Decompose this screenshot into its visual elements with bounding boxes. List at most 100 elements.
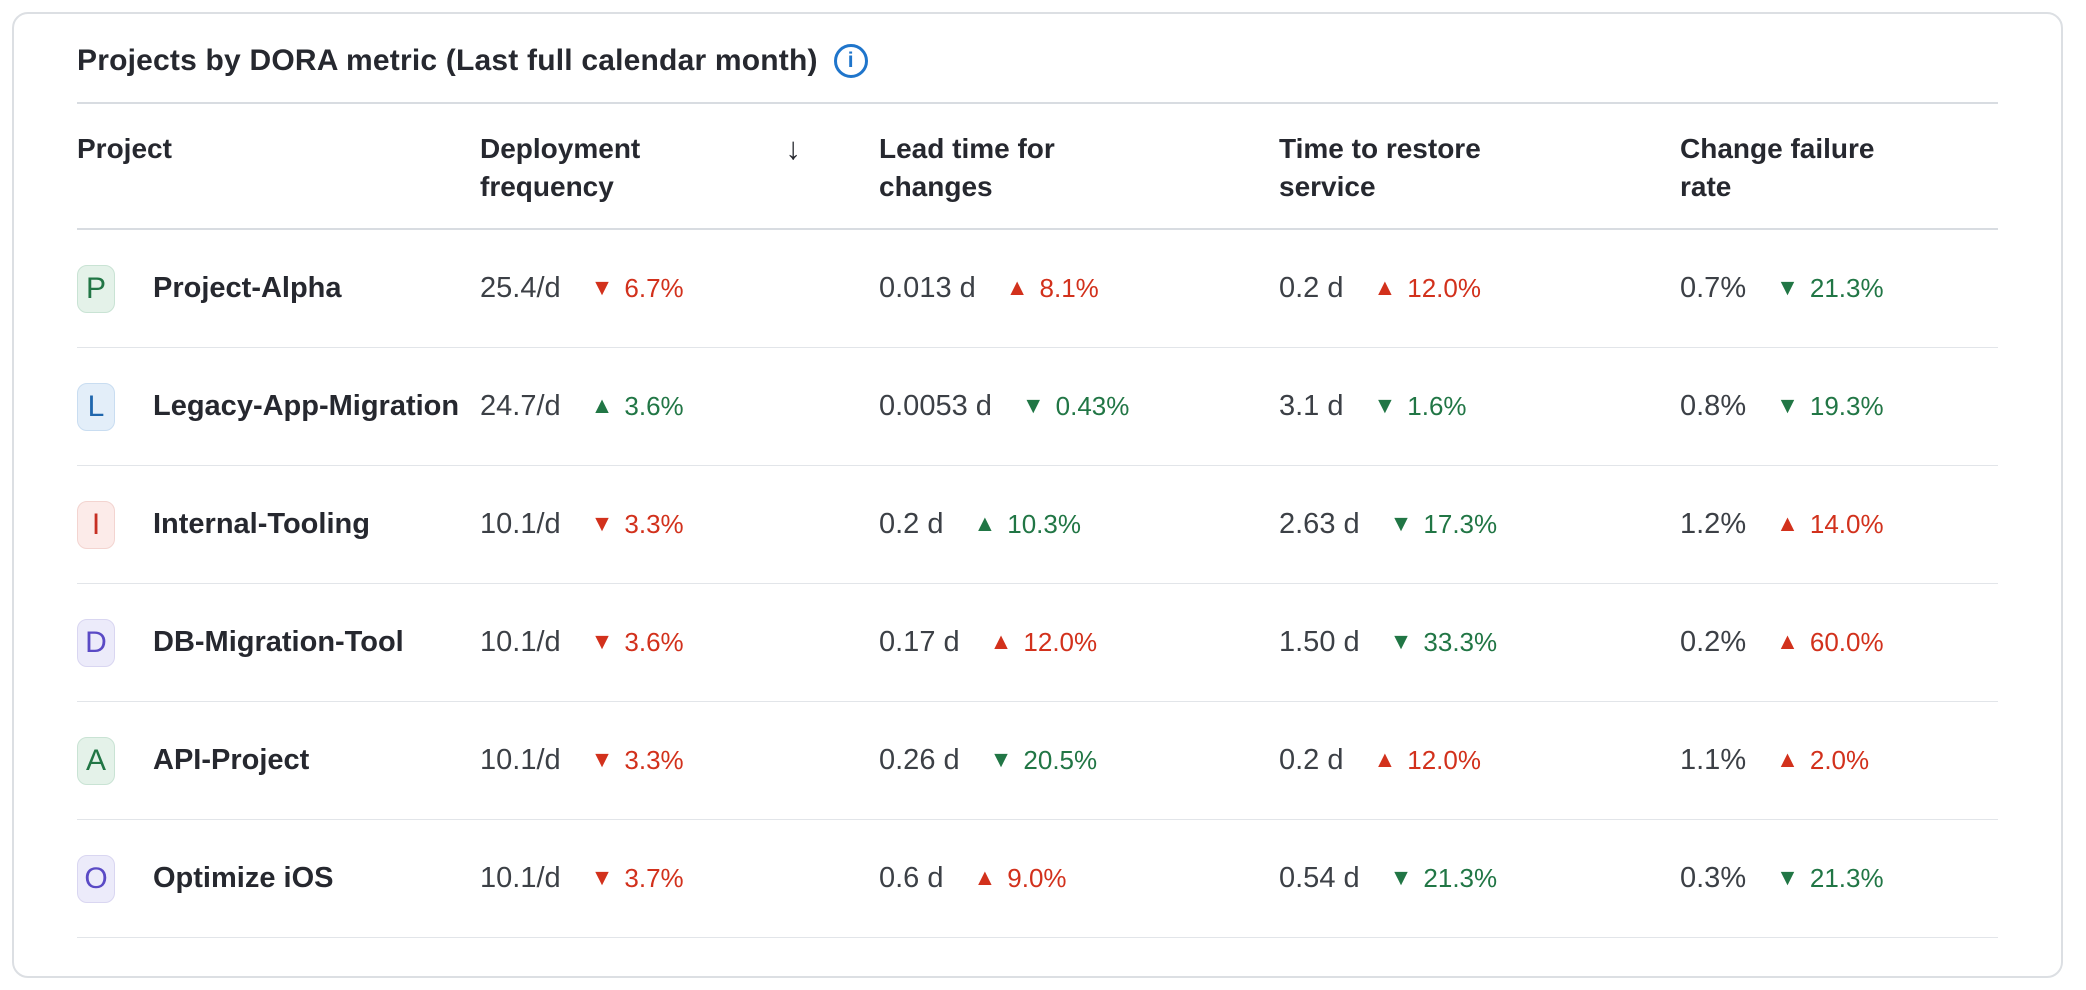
metric-delta: ▼ 6.7% <box>591 273 684 304</box>
metric-delta: ▼ 19.3% <box>1776 391 1884 422</box>
change-failure-rate-cell: 0.3% ▼ 21.3% <box>1680 862 1998 895</box>
delta-value: 21.3% <box>1423 863 1498 893</box>
delta-value: 3.3% <box>624 509 684 539</box>
delta-value: 8.1% <box>1039 273 1099 303</box>
metric-delta: ▲ 12.0% <box>990 627 1098 658</box>
time-to-restore-cell: 0.2 d ▲ 12.0% <box>1279 744 1680 777</box>
deployment-frequency-cell: 10.1/d ▼ 3.3% <box>480 508 879 541</box>
deployment-frequency-cell: 10.1/d ▼ 3.7% <box>480 862 879 895</box>
time-to-restore-cell: 2.63 d ▼ 17.3% <box>1279 508 1680 541</box>
trend-up-icon: ▲ <box>1005 274 1029 300</box>
metric-delta: ▲ 10.3% <box>974 509 1082 540</box>
project-cell: O Optimize iOS <box>77 854 480 903</box>
change-failure-rate-cell: 1.1% ▲ 2.0% <box>1680 744 1998 777</box>
project-cell: I Internal-Tooling <box>77 500 480 549</box>
info-icon[interactable]: i <box>833 44 868 78</box>
metric-value: 0.2 d <box>1279 744 1344 776</box>
metric-delta: ▼ 33.3% <box>1390 627 1498 658</box>
table-header-row: Project Deployment frequency ↓ Lead time… <box>77 102 1998 230</box>
time-to-restore-cell: 3.1 d ▼ 1.6% <box>1279 390 1680 423</box>
delta-value: 10.3% <box>1007 509 1081 539</box>
project-cell: L Legacy-App-Migration <box>77 382 480 431</box>
metric-value: 1.1% <box>1680 744 1747 776</box>
trend-down-icon: ▼ <box>1373 392 1397 418</box>
metric-value: 0.8% <box>1680 390 1747 422</box>
time-to-restore-cell: 1.50 d ▼ 33.3% <box>1279 626 1680 659</box>
project-link[interactable]: DB-Migration-Tool <box>153 626 404 658</box>
metric-delta: ▲ 2.0% <box>1776 745 1869 776</box>
metric-value: 10.1/d <box>480 744 561 776</box>
column-header-change-failure-rate[interactable]: Change failure rate <box>1680 130 1998 228</box>
metric-value: 2.63 d <box>1279 508 1360 540</box>
deployment-frequency-cell: 10.1/d ▼ 3.3% <box>480 744 879 777</box>
lead-time-cell: 0.0053 d ▼ 0.43% <box>879 390 1279 423</box>
trend-up-icon: ▲ <box>1373 746 1397 772</box>
metric-value: 0.013 d <box>879 272 976 304</box>
project-avatar: I <box>77 500 115 549</box>
column-header-label: Deployment frequency <box>480 133 641 202</box>
time-to-restore-cell: 0.2 d ▲ 12.0% <box>1279 272 1680 305</box>
trend-down-icon: ▼ <box>1389 864 1413 890</box>
project-link[interactable]: Internal-Tooling <box>153 508 370 540</box>
trend-down-icon: ▼ <box>989 746 1013 772</box>
delta-value: 60.0% <box>1809 627 1884 657</box>
column-header-time-to-restore[interactable]: Time to restore service <box>1279 130 1680 228</box>
trend-down-icon: ▼ <box>590 274 614 300</box>
delta-value: 21.3% <box>1809 863 1884 893</box>
trend-down-icon: ▼ <box>1776 864 1799 890</box>
metric-delta: ▼ 1.6% <box>1374 391 1467 422</box>
deployment-frequency-cell: 24.7/d ▲ 3.6% <box>480 390 879 423</box>
delta-value: 33.3% <box>1423 627 1498 657</box>
metric-value: 1.2% <box>1680 508 1747 540</box>
table-row: I Internal-Tooling 10.1/d ▼ 3.3% 0.2 d ▲ 1… <box>77 466 1998 584</box>
metric-value: 10.1/d <box>480 626 561 658</box>
project-cell: A API-Project <box>77 736 480 785</box>
metric-delta: ▼ 3.3% <box>591 509 684 540</box>
trend-down-icon: ▼ <box>590 864 614 890</box>
project-link[interactable]: Legacy-App-Migration <box>153 390 460 422</box>
deployment-frequency-cell: 25.4/d ▼ 6.7% <box>480 272 879 305</box>
table-footer <box>77 938 1998 974</box>
project-link[interactable]: API-Project <box>153 744 310 776</box>
metric-value: 0.3% <box>1680 862 1747 894</box>
metric-value: 10.1/d <box>480 508 561 540</box>
metric-value: 0.7% <box>1680 272 1747 304</box>
delta-value: 6.7% <box>624 273 684 303</box>
sort-descending-icon[interactable]: ↓ <box>785 131 802 166</box>
trend-down-icon: ▼ <box>1389 628 1413 654</box>
trend-down-icon: ▼ <box>1776 274 1799 300</box>
trend-up-icon: ▲ <box>1776 628 1799 654</box>
metric-delta: ▼ 3.3% <box>591 745 684 776</box>
card-title: Projects by DORA metric (Last full calen… <box>77 44 818 77</box>
metric-delta: ▲ 12.0% <box>1374 273 1482 304</box>
delta-value: 9.0% <box>1007 863 1067 893</box>
dora-metrics-card: Projects by DORA metric (Last full calen… <box>12 12 2063 978</box>
project-cell: P Project-Alpha <box>77 264 480 313</box>
metric-delta: ▼ 21.3% <box>1776 273 1884 304</box>
column-header-label: Project <box>77 133 172 164</box>
delta-value: 3.6% <box>624 391 684 421</box>
trend-up-icon: ▲ <box>973 510 997 536</box>
metric-value: 0.6 d <box>879 862 944 894</box>
metric-delta: ▲ 3.6% <box>591 391 684 422</box>
deployment-frequency-cell: 10.1/d ▼ 3.6% <box>480 626 879 659</box>
trend-up-icon: ▲ <box>973 864 997 890</box>
column-header-deployment-frequency[interactable]: Deployment frequency ↓ <box>480 130 879 228</box>
project-link[interactable]: Project-Alpha <box>153 272 342 304</box>
delta-value: 17.3% <box>1423 509 1498 539</box>
column-header-lead-time[interactable]: Lead time for changes <box>879 130 1279 228</box>
delta-value: 19.3% <box>1809 391 1884 421</box>
metric-delta: ▼ 0.43% <box>1022 391 1130 422</box>
change-failure-rate-cell: 0.7% ▼ 21.3% <box>1680 272 1998 305</box>
metric-value: 0.0053 d <box>879 390 992 422</box>
metric-value: 0.54 d <box>1279 862 1360 894</box>
delta-value: 12.0% <box>1023 627 1098 657</box>
column-header-label: Lead time for changes <box>879 133 1055 202</box>
project-link[interactable]: Optimize iOS <box>153 862 334 894</box>
column-header-project[interactable]: Project <box>77 130 480 228</box>
trend-down-icon: ▼ <box>1021 392 1045 418</box>
metric-delta: ▼ 21.3% <box>1390 863 1498 894</box>
delta-value: 12.0% <box>1407 273 1481 303</box>
column-header-label: Time to restore service <box>1279 133 1481 202</box>
metric-value: 3.1 d <box>1279 390 1344 422</box>
